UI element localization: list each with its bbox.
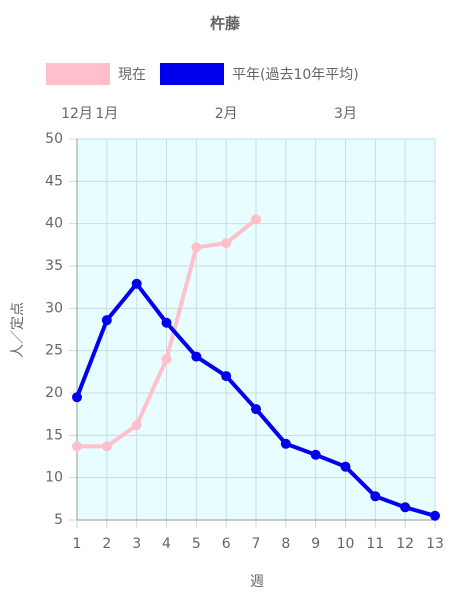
data-point [221, 238, 232, 249]
data-point [161, 317, 172, 328]
y-tick-label: 50 [45, 131, 63, 147]
data-point [72, 392, 82, 403]
x-axis-title: 週 [250, 574, 264, 590]
x2-tick-label: 2月 [215, 106, 238, 122]
y-axis-title: 人／定点 [10, 302, 26, 358]
y-tick-label: 5 [54, 512, 63, 528]
chart-title: 杵藤 [210, 15, 241, 33]
x2-tick-label: 12月 [61, 106, 93, 122]
data-point [131, 278, 142, 289]
data-point [131, 420, 142, 431]
data-point [72, 441, 82, 452]
data-point [221, 371, 232, 382]
data-point [370, 491, 381, 502]
data-point [191, 242, 202, 253]
x2-tick-label: 3月 [334, 106, 357, 122]
legend-label: 現在 [118, 67, 146, 83]
y-tick-label: 35 [45, 258, 63, 274]
x-tick-label: 12 [396, 536, 414, 552]
data-point [191, 351, 202, 362]
x-tick-label: 5 [192, 536, 201, 552]
data-point [161, 354, 172, 365]
y-tick-label: 45 [45, 173, 63, 189]
x-tick-label: 6 [222, 536, 231, 552]
legend-label: 平年(過去10年平均) [232, 67, 359, 83]
y-tick-label: 30 [45, 300, 63, 316]
x-tick-label: 2 [102, 536, 111, 552]
y-tick-label: 10 [45, 470, 63, 486]
x-tick-label: 11 [366, 536, 384, 552]
legend-swatch [160, 63, 224, 85]
y-tick-label: 20 [45, 385, 63, 401]
data-point [400, 502, 411, 513]
data-point [340, 461, 351, 472]
data-point [430, 510, 440, 521]
data-point [101, 441, 112, 452]
x-tick-label: 7 [252, 536, 261, 552]
data-point [280, 438, 291, 449]
legend-swatch [46, 63, 110, 85]
data-point [101, 315, 112, 326]
x-tick-label: 8 [281, 536, 290, 552]
x-tick-label: 13 [426, 536, 444, 552]
x-tick-label: 4 [162, 536, 171, 552]
y-tick-label: 25 [45, 343, 63, 359]
data-point [251, 404, 261, 415]
x2-tick-label: 1月 [95, 106, 118, 122]
x-tick-label: 9 [311, 536, 320, 552]
y-tick-label: 15 [45, 427, 63, 443]
x-tick-label: 1 [73, 536, 82, 552]
y-tick-label: 40 [45, 216, 63, 232]
data-point [251, 214, 261, 225]
data-point [310, 449, 321, 460]
x-tick-label: 10 [337, 536, 355, 552]
x-tick-label: 3 [132, 536, 141, 552]
